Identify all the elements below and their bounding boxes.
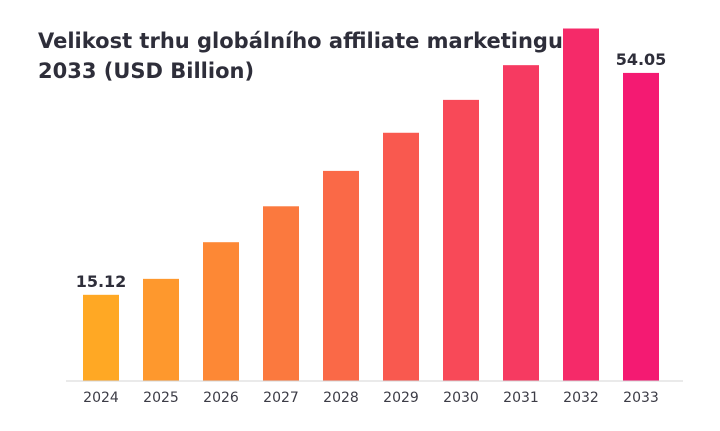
x-tick-labels: 2024 2025 2026 2027 2028 2029 2030 2031 2032 2033 [83, 390, 659, 406]
x-tick-label: 2031 [503, 390, 539, 406]
x-tick-label: 2025 [143, 390, 179, 406]
bar-2030 [443, 99, 479, 381]
data-labels: 15.12 54.05 [76, 50, 667, 291]
x-tick-label: 2029 [383, 390, 419, 406]
data-label-2024: 15.12 [76, 272, 127, 291]
x-tick-label: 2026 [203, 390, 239, 406]
bar-2031 [503, 65, 539, 382]
bar-2027 [263, 206, 299, 381]
x-tick-label: 2028 [323, 390, 359, 406]
x-tick-label: 2024 [83, 390, 119, 406]
bar-2033 [623, 72, 659, 381]
data-label-2033: 54.05 [616, 50, 667, 69]
x-tick-label: 2030 [443, 390, 479, 406]
x-tick-label: 2033 [623, 390, 659, 406]
x-tick-label: 2027 [263, 390, 299, 406]
bar-2029 [383, 132, 419, 381]
bars-layer [83, 28, 659, 382]
bar-2032 [563, 28, 599, 382]
chart-title: Velikost trhu globálního affiliate marke… [38, 29, 563, 83]
bar-2025 [143, 278, 179, 381]
bar-2024 [83, 294, 119, 381]
bar-2026 [203, 242, 239, 381]
bar-2028 [323, 170, 359, 381]
x-tick-label: 2032 [563, 390, 599, 406]
